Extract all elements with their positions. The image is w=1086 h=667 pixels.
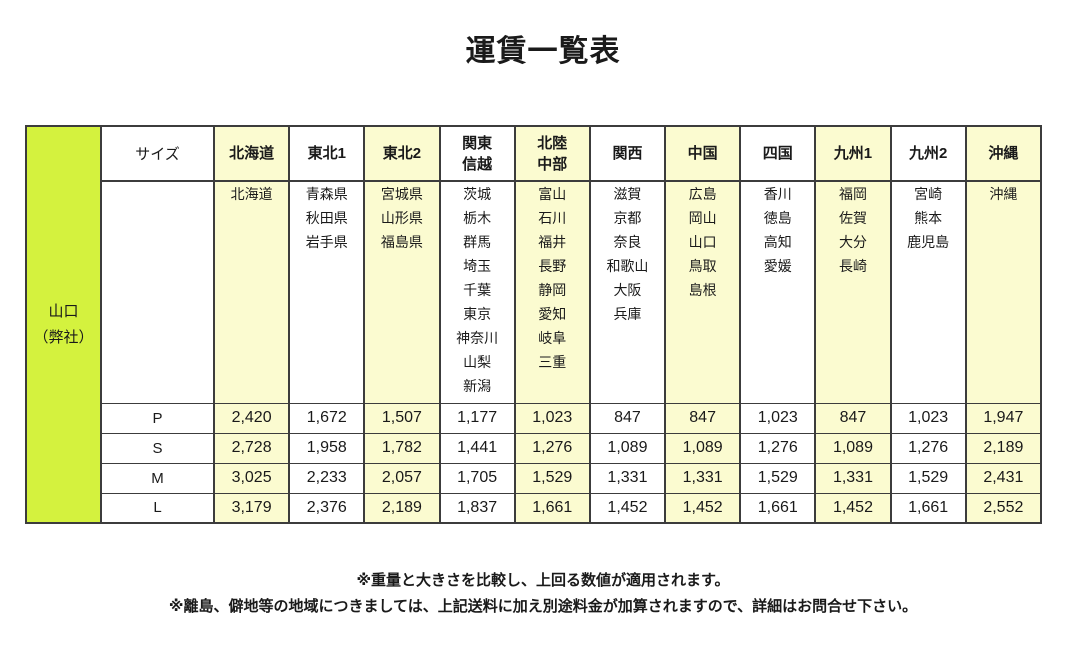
fare-row: M 3,025 2,233 2,057 1,705 1,529 1,331 1,331 1,52…: [26, 462, 1043, 494]
fare-cell: 1,672: [288, 402, 366, 434]
region-header-cell: 東北2: [363, 125, 441, 182]
fare-cell: 1,782: [363, 432, 441, 464]
fare-cell: 1,837: [438, 492, 516, 524]
fare-cell: 2,376: [288, 492, 366, 524]
fare-cell: 847: [588, 402, 667, 434]
fare-cell: 1,331: [664, 462, 742, 494]
prefecture-list-cell: 宮崎 熊本 鹿児島: [889, 180, 967, 404]
fare-cell: 1,661: [889, 492, 967, 524]
header-row: 山口 （弊社） サイズ 北海道 東北1 東北2 関東 信越 北陸 中部 関西 中国 四国 九州1 九州…: [25, 125, 1043, 524]
fare-cell: 1,958: [288, 432, 366, 464]
prefecture-list-cell: 青森県 秋田県 岩手県: [288, 180, 366, 404]
fare-cell: 1,661: [739, 492, 817, 524]
fare-cell: 2,189: [964, 432, 1043, 464]
fare-table: 山口 （弊社） サイズ 北海道 東北1 東北2 関東 信越 北陸 中部 関西 中国 四国 九州1 九州…: [25, 125, 1043, 524]
fare-cell: 1,089: [814, 432, 892, 464]
region-header-cell: 九州2: [889, 125, 967, 182]
region-header-cell: 北陸 中部: [513, 125, 591, 182]
region-header-cell: 北海道: [212, 125, 291, 182]
region-header-cell: 四国: [739, 125, 817, 182]
page-title: 運賃一覧表: [465, 35, 621, 68]
fare-row: L 3,179 2,376 2,189 1,837 1,661 1,452 1,452 1,66…: [26, 492, 1043, 524]
fare-cell: 3,025: [212, 462, 291, 494]
fare-cell: 1,452: [588, 492, 667, 524]
fare-cell: 1,023: [513, 402, 591, 434]
region-header-cell: 東北1: [288, 125, 366, 182]
fare-cell: 2,057: [363, 462, 441, 494]
fare-cell: 847: [664, 402, 742, 434]
fare-cell: 1,529: [889, 462, 967, 494]
fare-cell: 847: [814, 402, 892, 434]
fare-cell: 1,947: [964, 402, 1043, 434]
prefecture-list-cell: 北海道: [212, 180, 291, 404]
fare-cell: 1,452: [664, 492, 742, 524]
region-header-cell: 関東 信越: [438, 125, 516, 182]
fare-cell: 2,420: [212, 402, 291, 434]
prefecture-empty-cell: [100, 180, 215, 404]
fare-cell: 1,276: [889, 432, 967, 464]
prefecture-list-cell: 滋賀 京都 奈良 和歌山 大阪 兵庫: [588, 180, 667, 404]
fare-cell: 1,089: [664, 432, 742, 464]
prefecture-list-cell: 茨城 栃木 群馬 埼玉 千葉 東京 神奈川 山梨 新潟: [438, 180, 516, 404]
fare-cell: 1,089: [588, 432, 667, 464]
fare-cell: 2,189: [363, 492, 441, 524]
fare-row: S 2,728 1,958 1,782 1,441 1,276 1,089 1,089 1,27…: [26, 432, 1043, 464]
fare-cell: 2,431: [964, 462, 1043, 494]
fare-cell: 1,023: [739, 402, 817, 434]
prefecture-list-cell: 福岡 佐賀 大分 長崎: [814, 180, 892, 404]
region-header-cell: 沖縄: [964, 125, 1043, 182]
prefecture-list-cell: 広島 岡山 山口 鳥取 島根: [664, 180, 742, 404]
fare-cell: 2,552: [964, 492, 1043, 524]
prefecture-list-cell: 富山 石川 福井 長野 静岡 愛知 岐阜 三重: [513, 180, 591, 404]
fare-row: P 2,420 1,672 1,507 1,177 1,023 847 847 1,023 847…: [26, 402, 1043, 434]
fare-cell: 1,529: [739, 462, 817, 494]
fare-cell: 1,661: [513, 492, 591, 524]
prefecture-list-cell: 香川 徳島 高知 愛媛: [739, 180, 817, 404]
fare-cell: 1,276: [513, 432, 591, 464]
fare-cell: 2,233: [288, 462, 366, 494]
note-line: ※重量と大きさを比較し、上回る数値が適用されます。: [356, 572, 730, 589]
fare-cell: 1,452: [814, 492, 892, 524]
origin-cell: 山口 （弊社）: [25, 125, 102, 524]
notes: ※重量と大きさを比較し、上回る数値が適用されます。 ※離島、僻地等の地域につきま…: [0, 568, 1086, 620]
size-label-cell: P: [100, 402, 215, 434]
fare-cell: 1,441: [438, 432, 516, 464]
prefecture-list-cell: 沖縄: [964, 180, 1043, 404]
fare-cell: 1,331: [588, 462, 667, 494]
fare-cell: 3,179: [212, 492, 291, 524]
size-label-cell: M: [100, 462, 215, 494]
fare-cell: 1,331: [814, 462, 892, 494]
fare-cell: 1,705: [438, 462, 516, 494]
fare-cell: 1,276: [739, 432, 817, 464]
fare-cell: 1,177: [438, 402, 516, 434]
size-label-cell: L: [100, 492, 215, 524]
fare-cell: 1,529: [513, 462, 591, 494]
note-line: ※離島、僻地等の地域につきましては、上記送料に加え別途料金が加算されますので、詳…: [168, 598, 918, 615]
prefecture-list-cell: 宮城県 山形県 福島県: [363, 180, 441, 404]
size-label-cell: S: [100, 432, 215, 464]
prefecture-row: 北海道 青森県 秋田県 岩手県 宮城県 山形県 福島県 茨城 栃木 群馬 埼玉 千葉 …: [26, 180, 1043, 404]
fare-cell: 2,728: [212, 432, 291, 464]
region-header-cell: 九州1: [814, 125, 892, 182]
region-header-cell: 関西: [588, 125, 667, 182]
size-header-cell: サイズ: [100, 125, 215, 182]
fare-cell: 1,507: [363, 402, 441, 434]
fare-cell: 1,023: [889, 402, 967, 434]
region-header-cell: 中国: [664, 125, 742, 182]
